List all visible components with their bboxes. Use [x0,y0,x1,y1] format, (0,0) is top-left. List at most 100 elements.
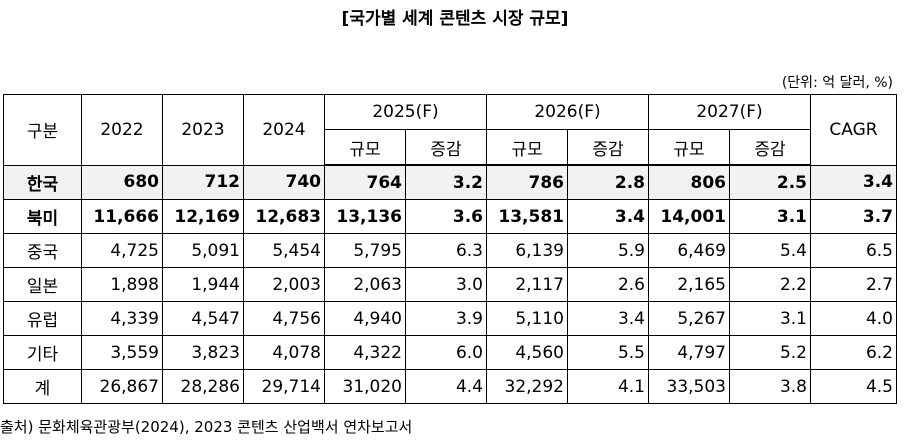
header-row-sub: 규모 증감 규모 증감 규모 증감 [4,129,897,166]
size-2026-cell: 786 [486,164,568,200]
value-cagr-cell: 6.2 [810,335,897,370]
change-2026-cell: 3.4 [567,301,649,336]
row-category-cell: 유럽 [3,301,82,336]
size-2025-cell: 4,322 [324,335,406,370]
table-row: 중국 4,725 5,091 5,454 5,795 6.3 6,139 5.9 6,469 5.… [3,233,897,268]
header-category: 구분 [3,94,82,166]
size-2027-cell: 4,797 [648,335,730,370]
size-2027-cell: 6,469 [648,233,730,268]
table-row: 북미 11,666 12,169 12,683 13,136 3.6 13,581 3.4 14… [3,199,897,234]
header-2026-change: 증감 [567,129,649,166]
value-2023-cell: 5,091 [162,233,244,268]
value-2023-cell: 12,169 [162,199,244,234]
header-2026-size: 규모 [486,129,568,166]
size-2026-cell: 6,139 [486,233,568,268]
row-category-cell: 북미 [3,199,82,234]
value-2023-cell: 3,823 [162,335,244,370]
change-2026-cell: 5.5 [567,335,649,370]
value-2024-cell: 2,003 [243,267,325,302]
change-2025-cell: 3.6 [405,199,487,234]
change-2025-cell: 4.4 [405,369,487,404]
market-size-table: 구분 2022 2023 2024 2025(F) 2026(F) 2027(F… [3,94,897,404]
row-category-cell: 계 [3,369,82,404]
value-2023-cell: 712 [162,164,244,200]
header-2025-size: 규모 [324,129,406,166]
value-2022-cell: 1,898 [81,267,163,302]
value-2024-cell: 5,454 [243,233,325,268]
change-2027-cell: 3.1 [729,301,811,336]
value-2022-cell: 11,666 [81,199,163,234]
value-2024-cell: 4,756 [243,301,325,336]
size-2026-cell: 4,560 [486,335,568,370]
header-2025-change: 증감 [405,129,487,166]
value-2022-cell: 3,559 [81,335,163,370]
header-2026: 2026(F) [486,94,649,130]
change-2026-cell: 4.1 [567,369,649,404]
change-2027-cell: 5.4 [729,233,811,268]
size-2026-cell: 2,117 [486,267,568,302]
size-2027-cell: 2,165 [648,267,730,302]
size-2027-cell: 5,267 [648,301,730,336]
value-2022-cell: 680 [81,164,163,200]
size-2027-cell: 33,503 [648,369,730,404]
size-2027-cell: 14,001 [648,199,730,234]
table-body: 한국 680 712 740 764 3.2 786 2.8 806 2.5 3.4 북미 11,666… [3,164,897,404]
size-2025-cell: 31,020 [324,369,406,404]
value-2024-cell: 4,078 [243,335,325,370]
value-2024-cell: 29,714 [243,369,325,404]
value-2022-cell: 4,725 [81,233,163,268]
value-2023-cell: 28,286 [162,369,244,404]
header-2027-change: 증감 [729,129,811,166]
header-row-years: 구분 2022 2023 2024 2025(F) 2026(F) 2027(F… [3,94,897,166]
change-2025-cell: 3.9 [405,301,487,336]
size-2025-cell: 764 [324,164,406,200]
value-2022-cell: 4,339 [81,301,163,336]
unit-note: (단위: 억 달러, %) [781,75,893,91]
value-cagr-cell: 4.5 [810,369,897,404]
size-2025-cell: 2,063 [324,267,406,302]
row-category-cell: 기타 [3,335,82,370]
value-cagr-cell: 6.5 [810,233,897,268]
size-2025-cell: 4,940 [324,301,406,336]
change-2027-cell: 3.1 [729,199,811,234]
value-2022-cell: 26,867 [81,369,163,404]
size-2026-cell: 5,110 [486,301,568,336]
header-2022: 2022 [81,94,163,166]
table-row: 유럽 4,339 4,547 4,756 4,940 3.9 5,110 3.4 5,267 3.… [3,301,897,336]
size-2026-cell: 32,292 [486,369,568,404]
header-2024: 2024 [243,94,325,166]
value-cagr-cell: 3.4 [810,164,897,200]
table-row: 한국 680 712 740 764 3.2 786 2.8 806 2.5 3.4 [3,164,897,200]
row-category-cell: 중국 [3,233,82,268]
row-category-cell: 한국 [3,164,82,200]
header-2027-size: 규모 [648,129,730,166]
value-2023-cell: 1,944 [162,267,244,302]
change-2027-cell: 2.2 [729,267,811,302]
value-2023-cell: 4,547 [162,301,244,336]
change-2025-cell: 6.0 [405,335,487,370]
change-2026-cell: 2.6 [567,267,649,302]
change-2026-cell: 5.9 [567,233,649,268]
table-title: [국가별 세계 콘텐츠 시장 규모] [341,9,569,29]
table-row: 기타 3,559 3,823 4,078 4,322 6.0 4,560 5.5 4,797 5.… [3,335,897,370]
change-2027-cell: 5.2 [729,335,811,370]
source-note: 출처) 문화체육관광부(2024), 2023 콘텐츠 산업백서 연차보고서 [0,418,413,436]
value-cagr-cell: 3.7 [810,199,897,234]
change-2027-cell: 3.8 [729,369,811,404]
value-cagr-cell: 4.0 [810,301,897,336]
change-2026-cell: 2.8 [567,164,649,200]
change-2026-cell: 3.4 [567,199,649,234]
size-2027-cell: 806 [648,164,730,200]
value-cagr-cell: 2.7 [810,267,897,302]
row-category-cell: 일본 [3,267,82,302]
value-2024-cell: 12,683 [243,199,325,234]
change-2025-cell: 3.2 [405,164,487,200]
change-2025-cell: 3.0 [405,267,487,302]
size-2025-cell: 13,136 [324,199,406,234]
size-2025-cell: 5,795 [324,233,406,268]
header-2023: 2023 [162,94,244,166]
header-2027: 2027(F) [648,94,811,130]
table-row: 계 26,867 28,286 29,714 31,020 4.4 32,292 4.1 33,… [3,369,897,404]
table-row: 일본 1,898 1,944 2,003 2,063 3.0 2,117 2.6 2,165 2.… [3,267,897,302]
value-2024-cell: 740 [243,164,325,200]
